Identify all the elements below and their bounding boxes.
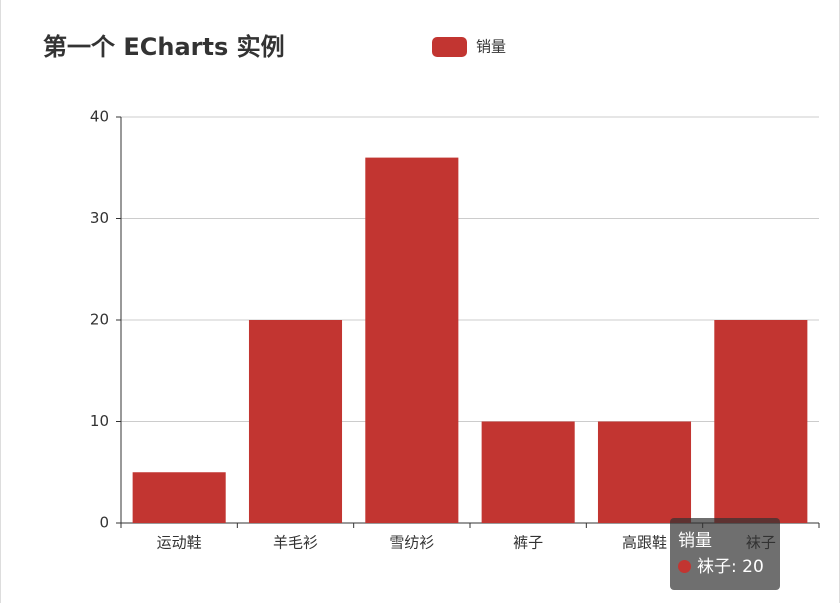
bar <box>714 320 808 523</box>
tooltip-dot <box>678 560 691 573</box>
tooltip-text: 袜子: 20 <box>697 557 764 577</box>
bar <box>132 472 226 523</box>
legend-label[interactable]: 销量 <box>476 38 506 56</box>
y-tick-label: 20 <box>90 311 109 329</box>
bar <box>248 320 343 523</box>
y-tick-label: 0 <box>99 514 109 532</box>
x-tick-label: 雪纺衫 <box>389 534 434 552</box>
legend-swatch[interactable] <box>432 37 467 57</box>
y-tick-label: 30 <box>90 209 109 227</box>
x-tick-label: 裤子 <box>513 534 543 552</box>
bar <box>481 421 575 523</box>
chart-title: 第一个 ECharts 实例 <box>43 33 285 61</box>
tooltip: 销量 袜子: 20 <box>670 518 780 590</box>
x-tick-label: 运动鞋 <box>157 534 202 552</box>
tooltip-title: 销量 <box>678 531 712 551</box>
tooltip-row: 袜子: 20 <box>678 554 772 580</box>
y-tick-label: 10 <box>90 412 109 430</box>
bar <box>597 421 692 523</box>
bar <box>365 157 459 523</box>
y-tick-label: 40 <box>90 108 109 126</box>
x-tick-label: 羊毛衫 <box>273 534 318 552</box>
x-tick-label: 高跟鞋 <box>622 534 667 552</box>
